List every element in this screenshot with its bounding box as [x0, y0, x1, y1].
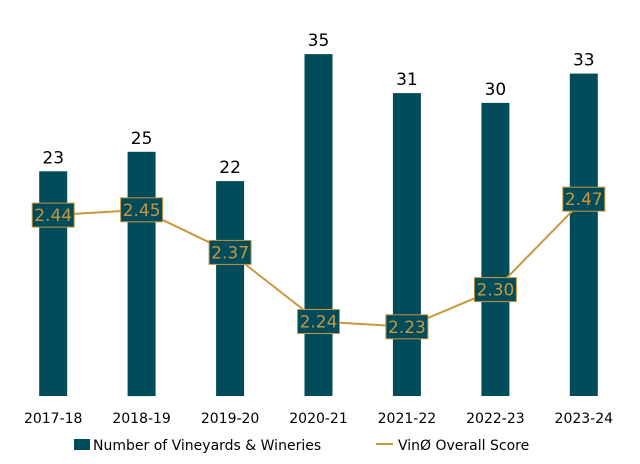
score-label-box — [120, 197, 164, 223]
score-label-box — [562, 186, 606, 212]
legend: Number of Vineyards & Wineries VinØ Over… — [74, 438, 529, 454]
x-tick-label: 2022-23 — [466, 411, 525, 427]
bar-value-label: 25 — [131, 129, 153, 149]
score-label-box — [31, 202, 75, 228]
bar-2019-20 — [216, 181, 245, 396]
score-value-label: 2.24 — [300, 313, 338, 333]
x-tick-label: 2018-19 — [112, 411, 171, 427]
x-tick-label: 2019-20 — [201, 411, 260, 427]
x-axis: 2017-18 2018-19 2019-20 2020-21 2021-22 2022-… — [24, 411, 613, 427]
bar-2020-21 — [304, 54, 333, 396]
bar-value-label: 31 — [396, 70, 418, 90]
bar-2023-24 — [569, 73, 598, 396]
bar-value-label: 30 — [485, 80, 507, 100]
score-label-box — [473, 277, 517, 303]
score-label-box — [297, 309, 340, 334]
score-value-label: 2.23 — [388, 318, 426, 338]
bar-2021-22 — [392, 93, 421, 396]
bar-value-label: 35 — [308, 31, 330, 51]
score-value-label: 2.30 — [476, 281, 514, 301]
x-tick-label: 2021-22 — [378, 411, 437, 427]
score-value-label: 2.47 — [565, 190, 603, 210]
bar-2022-23 — [481, 102, 510, 397]
x-tick-label: 2017-18 — [24, 411, 83, 427]
bar-2018-19 — [127, 151, 156, 397]
score-value-label: 2.45 — [123, 201, 161, 221]
labels-layer: 23 25 22 35 31 30 33 2.44 2.45 2.37 2.24 2.23 2.30 2.… — [31, 31, 606, 340]
bar-value-label: 22 — [219, 158, 241, 178]
legend-bar-swatch — [74, 439, 90, 450]
bar-value-label: 33 — [573, 51, 595, 71]
score-value-label: 2.44 — [34, 206, 72, 226]
bar-value-label: 23 — [42, 148, 64, 168]
x-tick-label: 2023-24 — [555, 411, 614, 427]
score-label-box — [208, 239, 252, 265]
bars-layer — [39, 54, 598, 397]
x-tick-label: 2020-21 — [289, 411, 348, 427]
legend-line-label: VinØ Overall Score — [398, 438, 529, 454]
legend-bar-label: Number of Vineyards & Wineries — [93, 438, 321, 454]
score-value-label: 2.37 — [211, 243, 249, 263]
score-label-box — [385, 314, 429, 340]
